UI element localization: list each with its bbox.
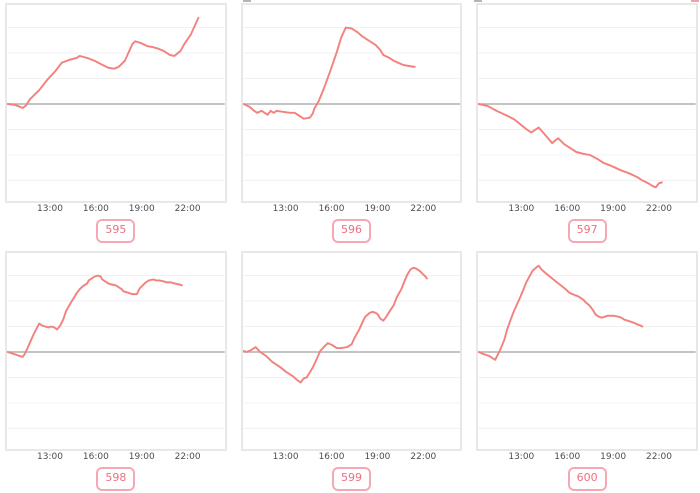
chart-id-badge[interactable]: 595 — [96, 219, 136, 243]
x-tick-label: 16:00 — [318, 204, 345, 214]
x-tick-label: 13:00 — [37, 452, 63, 462]
x-tick-label: 16:00 — [82, 452, 109, 462]
x-tick-label: 16:00 — [318, 452, 345, 462]
badge-row: 599 — [241, 467, 463, 491]
line-chart-plot — [240, 251, 463, 451]
x-axis-ticks: 13:00 16:00 19:00 22:00 — [476, 452, 698, 463]
chart-cell-597: 13:00 16:00 19:00 22:00 597 — [476, 3, 698, 243]
line-chart-plot — [476, 3, 698, 203]
cropped-text-fragment — [691, 0, 699, 2]
line-chart-svg — [7, 274, 225, 429]
x-tick-label: 22:00 — [174, 204, 201, 214]
x-axis-ticks: 13:00 16:00 19:00 22:00 — [5, 452, 227, 463]
x-tick-label: 13:00 — [508, 452, 535, 462]
line-chart-plot — [5, 3, 227, 203]
chart-id-badge[interactable]: 596 — [331, 219, 371, 243]
badge-row: 598 — [5, 467, 227, 491]
x-tick-label: 16:00 — [554, 452, 581, 462]
chart-id-badge[interactable]: 600 — [567, 467, 607, 491]
line-chart-plot — [476, 251, 698, 451]
badge-row: 597 — [476, 219, 698, 243]
chart-cell-598: 13:00 16:00 19:00 22:00 598 — [5, 251, 227, 491]
x-tick-label: 19:00 — [364, 204, 391, 214]
x-tick-label: 13:00 — [37, 204, 63, 214]
chart-id-badge[interactable]: 599 — [331, 467, 371, 491]
line-chart-svg — [7, 16, 225, 181]
cropped-text-fragment — [243, 0, 251, 2]
x-tick-label: 13:00 — [272, 204, 299, 214]
x-tick-label: 19:00 — [364, 452, 391, 462]
x-axis-ticks: 13:00 16:00 19:00 22:00 — [476, 204, 698, 215]
line-chart-plot — [240, 3, 463, 203]
chart-id-badge[interactable]: 597 — [567, 219, 607, 243]
line-chart-svg — [242, 26, 461, 181]
chart-cell-595: 13:00 16:00 19:00 22:00 595 — [5, 3, 227, 243]
line-chart-plot — [5, 251, 227, 451]
badge-row: 600 — [476, 467, 698, 491]
x-tick-label: 19:00 — [600, 204, 627, 214]
x-tick-label: 13:00 — [508, 204, 535, 214]
chart-cell-600: 13:00 16:00 19:00 22:00 600 — [476, 251, 698, 491]
x-tick-label: 19:00 — [128, 452, 155, 462]
x-tick-label: 22:00 — [410, 452, 437, 462]
chart-cell-596: 13:00 16:00 19:00 22:00 596 — [240, 3, 463, 243]
badge-row: 595 — [5, 219, 227, 243]
x-tick-label: 13:00 — [272, 452, 299, 462]
x-tick-label: 22:00 — [646, 204, 672, 214]
x-tick-label: 16:00 — [82, 204, 109, 214]
x-axis-ticks: 13:00 16:00 19:00 22:00 — [241, 452, 463, 463]
x-axis-ticks: 13:00 16:00 19:00 22:00 — [5, 204, 227, 215]
x-tick-label: 22:00 — [646, 452, 672, 462]
x-tick-label: 16:00 — [554, 204, 581, 214]
x-tick-label: 22:00 — [174, 452, 201, 462]
x-tick-label: 22:00 — [410, 204, 437, 214]
x-tick-label: 19:00 — [128, 204, 155, 214]
badge-row: 596 — [241, 219, 463, 243]
line-chart-svg — [478, 264, 696, 429]
x-tick-label: 19:00 — [600, 452, 627, 462]
line-chart-svg — [242, 266, 461, 429]
cropped-text-fragment — [474, 0, 482, 2]
x-axis-ticks: 13:00 16:00 19:00 22:00 — [241, 204, 463, 215]
line-chart-svg — [478, 27, 696, 189]
chart-id-badge[interactable]: 598 — [96, 467, 136, 491]
chart-cell-599: 13:00 16:00 19:00 22:00 599 — [240, 251, 463, 491]
